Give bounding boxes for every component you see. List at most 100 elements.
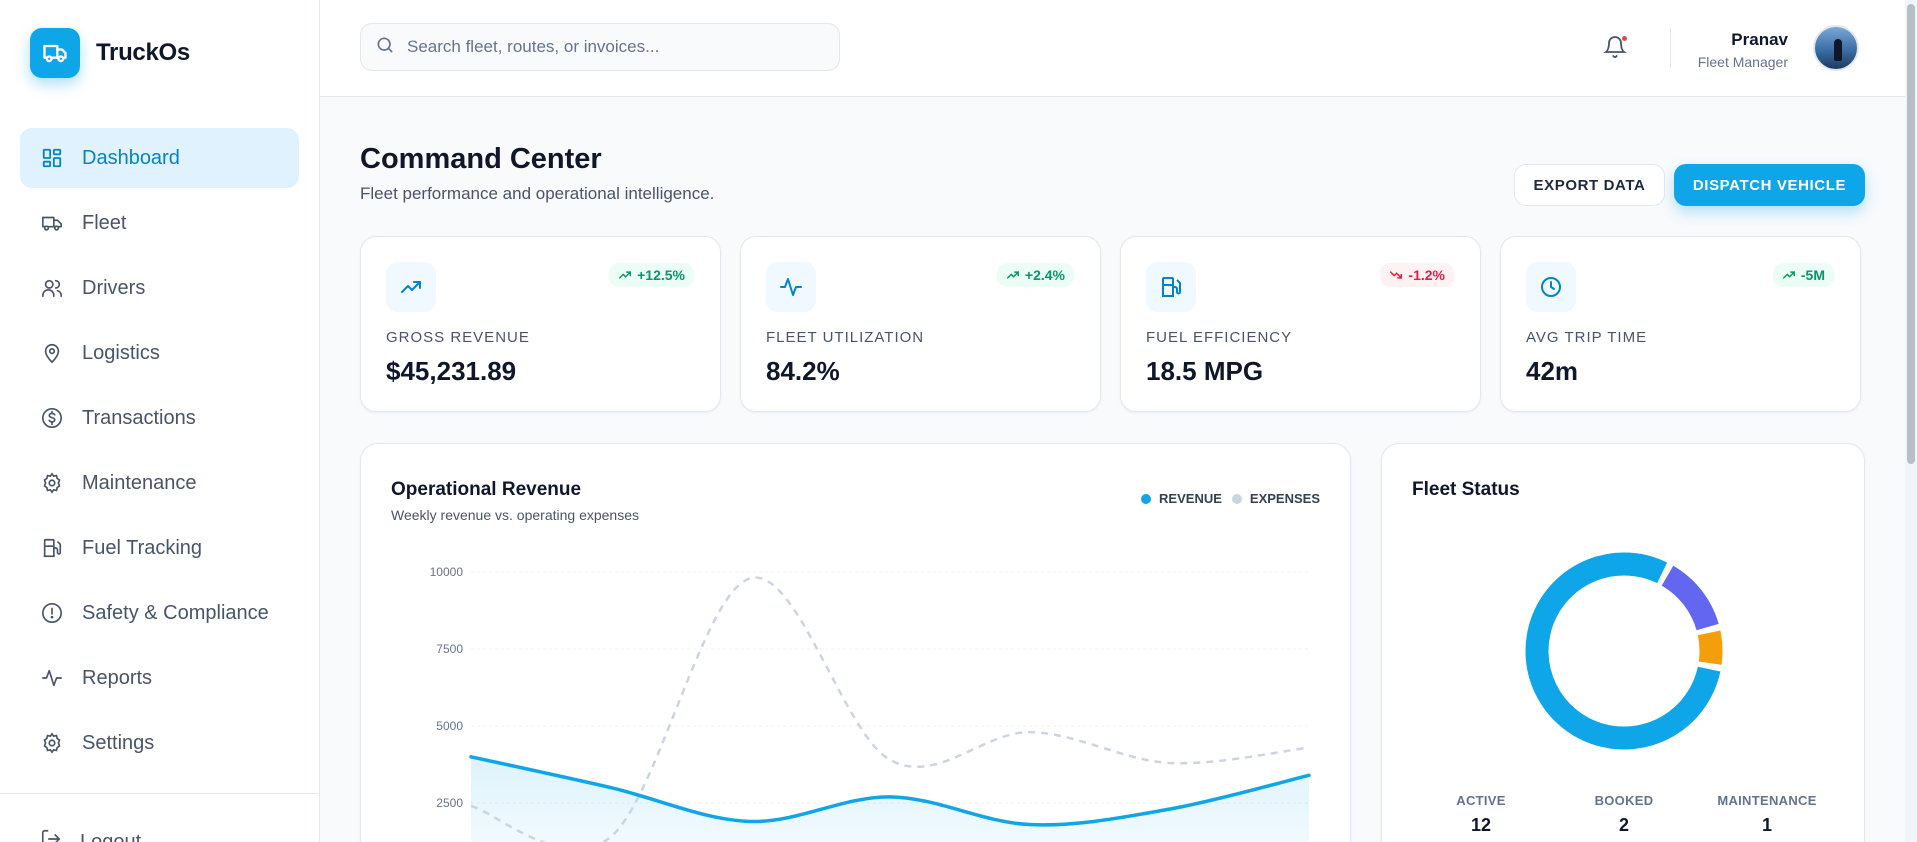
revenue-series-line <box>469 755 1311 827</box>
user-name: Pranav <box>1731 30 1788 49</box>
logout-button[interactable]: Logout <box>40 828 141 842</box>
kpi-label: FLEET UTILIZATION <box>766 329 925 346</box>
panel-title: Fleet Status <box>1412 479 1520 500</box>
user-role: Fleet Manager <box>1697 54 1788 70</box>
sidebar-item-label: Safety & Compliance <box>82 601 269 624</box>
fleet-stat-value: 12 <box>1470 815 1492 835</box>
kpi-change-text: -5M <box>1800 267 1825 283</box>
sidebar-item-label: Maintenance <box>82 471 197 494</box>
y-tick-label: 5000 <box>436 719 463 733</box>
panel-title: Operational Revenue <box>391 479 582 500</box>
fleet-stat-value: 1 <box>1761 815 1772 835</box>
page-subtitle: Fleet performance and operational intell… <box>360 184 715 203</box>
trend-down-icon <box>1389 268 1403 282</box>
y-tick-label: 7500 <box>436 642 463 656</box>
donut-slice-active[interactable] <box>1525 552 1721 750</box>
trend-up-icon <box>1782 268 1796 282</box>
fleet-stat-label: MAINTENANCE <box>1717 793 1817 808</box>
legend-item-revenue[interactable]: REVENUE <box>1141 491 1222 506</box>
page-scrollbar[interactable] <box>1905 0 1917 842</box>
export-data-button[interactable]: EXPORT DATA <box>1514 164 1665 206</box>
kpi-change-badge: +12.5% <box>609 263 694 287</box>
trend-up-icon <box>618 268 632 282</box>
sidebar-item-label: Drivers <box>82 276 146 299</box>
activity-icon <box>766 262 816 312</box>
sidebar-item-label: Reports <box>82 666 153 689</box>
clock-icon <box>1526 262 1576 312</box>
sidebar-item-logistics[interactable]: Logistics <box>20 323 299 383</box>
sidebar-item-transactions[interactable]: Transactions <box>20 388 299 448</box>
sidebar-item-reports[interactable]: Reports <box>20 648 299 708</box>
sidebar-item-fuel-tracking[interactable]: Fuel Tracking <box>20 518 299 578</box>
legend-label: EXPENSES <box>1249 491 1320 506</box>
sidebar-item-label: Fleet <box>82 211 127 234</box>
fleet-stat-label: BOOKED <box>1594 793 1654 808</box>
y-tick-label: 10000 <box>430 565 464 579</box>
donut-slice-booked[interactable] <box>1661 565 1719 631</box>
truck-icon <box>40 211 64 235</box>
page-title: Command Center <box>360 143 602 175</box>
kpi-label: FUEL EFFICIENCY <box>1146 329 1293 346</box>
header-divider <box>1670 28 1671 68</box>
kpi-change-badge: +2.4% <box>996 263 1074 287</box>
scrollbar-thumb[interactable] <box>1907 4 1915 464</box>
sidebar-item-label: Logistics <box>82 341 160 364</box>
map-pin-icon <box>40 341 64 365</box>
bell-icon <box>1603 36 1627 64</box>
chart-legend: REVENUE EXPENSES <box>1131 491 1320 506</box>
fleet-stat-maintenance: MAINTENANCE 1 <box>1697 793 1837 836</box>
search-box[interactable] <box>360 23 840 71</box>
fuel-icon <box>1146 262 1196 312</box>
sidebar-item-drivers[interactable]: Drivers <box>20 258 299 318</box>
top-header: Pranav Fleet Manager <box>320 0 1905 97</box>
fleet-stat-booked: BOOKED 2 <box>1554 793 1694 836</box>
kpi-change-text: -1.2% <box>1408 267 1445 283</box>
fleet-status-panel: Fleet Status ACTIVE 12 BOOKED 2 MAINTENA… <box>1381 443 1865 842</box>
avatar[interactable] <box>1813 25 1859 71</box>
brand[interactable]: TruckOs <box>30 28 190 78</box>
kpi-card-fuel-efficiency: -1.2% FUEL EFFICIENCY 18.5 MPG <box>1120 236 1481 412</box>
fleet-stat-label: ACTIVE <box>1456 793 1506 808</box>
panel-subtitle: Weekly revenue vs. operating expenses <box>391 507 639 523</box>
search-icon <box>375 35 395 60</box>
sidebar-item-settings[interactable]: Settings <box>20 713 299 773</box>
sidebar-nav: Dashboard Fleet Drivers Logistics Transa… <box>20 128 299 778</box>
brand-name: TruckOs <box>96 39 190 66</box>
sidebar-divider <box>0 793 320 794</box>
dispatch-vehicle-button[interactable]: DISPATCH VEHICLE <box>1674 164 1865 206</box>
sidebar: TruckOs Dashboard Fleet Drivers Logistic… <box>0 0 320 842</box>
fleet-status-donut-chart <box>1525 552 1723 750</box>
kpi-value: 42m <box>1526 356 1579 386</box>
fleet-stat-value: 2 <box>1618 815 1629 835</box>
sidebar-item-safety[interactable]: Safety & Compliance <box>20 583 299 643</box>
sidebar-item-label: Settings <box>82 731 155 754</box>
sidebar-item-fleet[interactable]: Fleet <box>20 193 299 253</box>
truck-logo-icon <box>30 28 80 78</box>
legend-label: REVENUE <box>1159 491 1222 506</box>
sidebar-item-label: Fuel Tracking <box>82 536 203 559</box>
notifications-button[interactable] <box>1603 34 1629 62</box>
revenue-area <box>471 756 1309 842</box>
revenue-line-chart: 2500 5000 7500 10000 <box>430 565 1311 842</box>
kpi-card-gross-revenue: +12.5% GROSS REVENUE $45,231.89 <box>360 236 721 412</box>
dashboard-icon <box>40 146 64 170</box>
trend-up-icon <box>1006 268 1020 282</box>
search-input[interactable] <box>407 37 807 57</box>
kpi-label: AVG TRIP TIME <box>1526 329 1648 346</box>
y-tick-label: 2500 <box>436 796 463 810</box>
legend-item-expenses[interactable]: EXPENSES <box>1231 491 1320 506</box>
kpi-value: 18.5 MPG <box>1146 356 1264 386</box>
user-info[interactable]: Pranav Fleet Manager <box>1698 30 1788 70</box>
kpi-change-badge: -5M <box>1772 263 1834 287</box>
donut-slice-maintenance[interactable] <box>1697 630 1723 665</box>
kpi-card-fleet-utilization: +2.4% FLEET UTILIZATION 84.2% <box>740 236 1101 412</box>
sidebar-item-dashboard[interactable]: Dashboard <box>20 128 299 188</box>
sidebar-item-maintenance[interactable]: Maintenance <box>20 453 299 513</box>
kpi-change-text: +12.5% <box>637 267 685 283</box>
sidebar-item-label: Dashboard <box>82 146 180 169</box>
logout-icon <box>40 828 62 842</box>
alert-circle-icon <box>40 601 64 625</box>
gear-icon <box>40 471 64 495</box>
kpi-card-avg-trip-time: -5M AVG TRIP TIME 42m <box>1500 236 1861 412</box>
kpi-change-text: +2.4% <box>1024 267 1065 283</box>
